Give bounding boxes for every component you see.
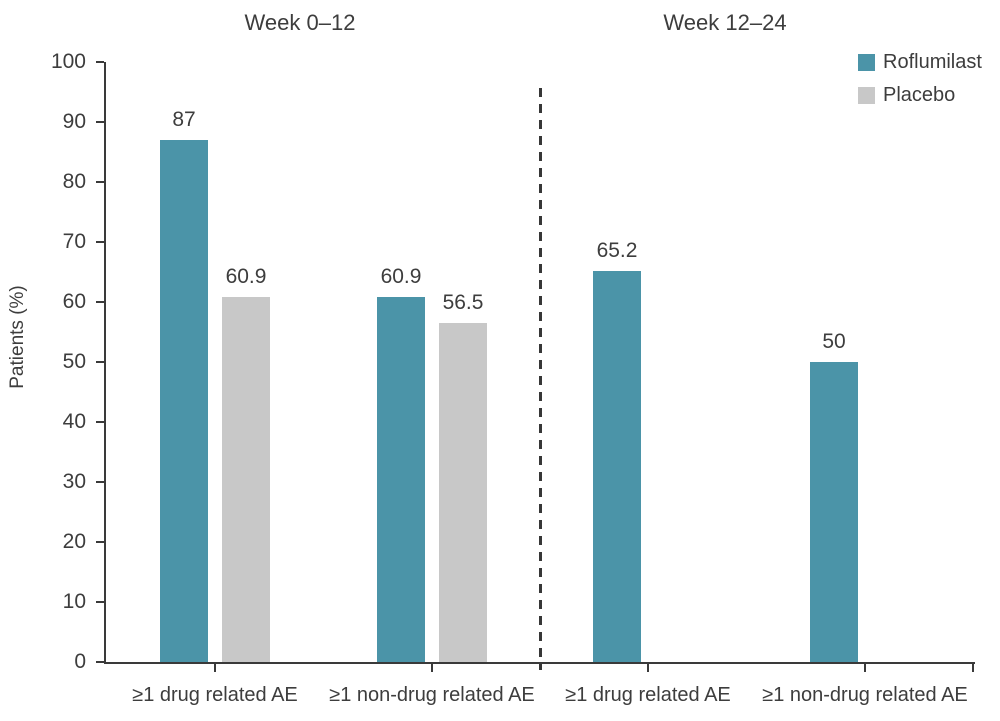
x-axis-tick [864, 664, 866, 672]
y-axis-tick [96, 601, 104, 603]
y-axis-tick [96, 541, 104, 543]
legend-item-roflumilast: Roflumilast [858, 46, 982, 79]
legend-label-placebo: Placebo [883, 84, 956, 106]
x-axis-tick [972, 664, 974, 672]
plot-area: 0 10 20 30 40 50 60 70 80 90 100 87 60.9 ≥1 drug rela… [51, 50, 975, 706]
y-axis-tick-label: 50 [62, 350, 86, 373]
panel-title-week-12-24: Week 12–24 [663, 10, 787, 35]
x-category-label: ≥1 non-drug related AE [762, 684, 968, 706]
bar-value-label: 65.2 [596, 239, 638, 262]
y-axis-tick [96, 121, 104, 123]
y-axis-tick-label: 80 [62, 170, 86, 193]
panel-divider-dashed-line [539, 88, 542, 670]
y-axis-tick [96, 241, 104, 243]
y-axis-line [104, 62, 106, 664]
bar-placebo [439, 323, 487, 662]
y-axis-tick [96, 361, 104, 363]
bar-value-label: 60.9 [225, 265, 267, 288]
y-axis-tick [96, 301, 104, 303]
x-category-label: ≥1 drug related AE [565, 684, 731, 706]
y-axis-tick-label: 30 [62, 470, 86, 493]
y-axis-tick-label: 40 [62, 410, 86, 433]
x-axis-tick [214, 664, 216, 672]
y-axis-tick [96, 421, 104, 423]
legend-item-placebo: Placebo [858, 79, 982, 112]
y-axis-tick-label: 90 [62, 110, 86, 133]
placebo-swatch-icon [858, 87, 875, 104]
x-axis-tick [431, 664, 433, 672]
y-axis-tick-label: 100 [50, 50, 86, 73]
bar-value-label: 87 [172, 108, 196, 131]
bar-roflumilast [593, 271, 641, 662]
bar-roflumilast [810, 362, 858, 662]
x-category-label: ≥1 non-drug related AE [329, 684, 535, 706]
y-axis-tick [96, 481, 104, 483]
x-category-label: ≥1 drug related AE [132, 684, 298, 706]
y-axis-tick [96, 61, 104, 63]
x-axis-tick [647, 664, 649, 672]
panel-title-week-0-12: Week 0–12 [244, 10, 356, 35]
bar-value-label: 50 [822, 330, 846, 353]
bar-roflumilast [377, 297, 425, 662]
y-axis-tick [96, 661, 104, 663]
bar-value-label: 56.5 [442, 291, 484, 314]
bar-roflumilast [160, 140, 208, 662]
legend: Roflumilast Placebo [858, 46, 982, 112]
bar-value-label: 60.9 [380, 265, 422, 288]
y-axis-tick-label: 20 [62, 530, 86, 553]
legend-label-roflumilast: Roflumilast [883, 51, 982, 73]
y-axis-label: Patients (%) [7, 285, 28, 389]
bar-placebo [222, 297, 270, 662]
y-axis-tick [96, 181, 104, 183]
y-axis-tick-label: 70 [62, 230, 86, 253]
roflumilast-swatch-icon [858, 54, 875, 71]
y-axis-tick-label: 0 [74, 650, 86, 673]
y-axis-tick-label: 60 [62, 290, 86, 313]
y-axis-tick-label: 10 [62, 590, 86, 613]
